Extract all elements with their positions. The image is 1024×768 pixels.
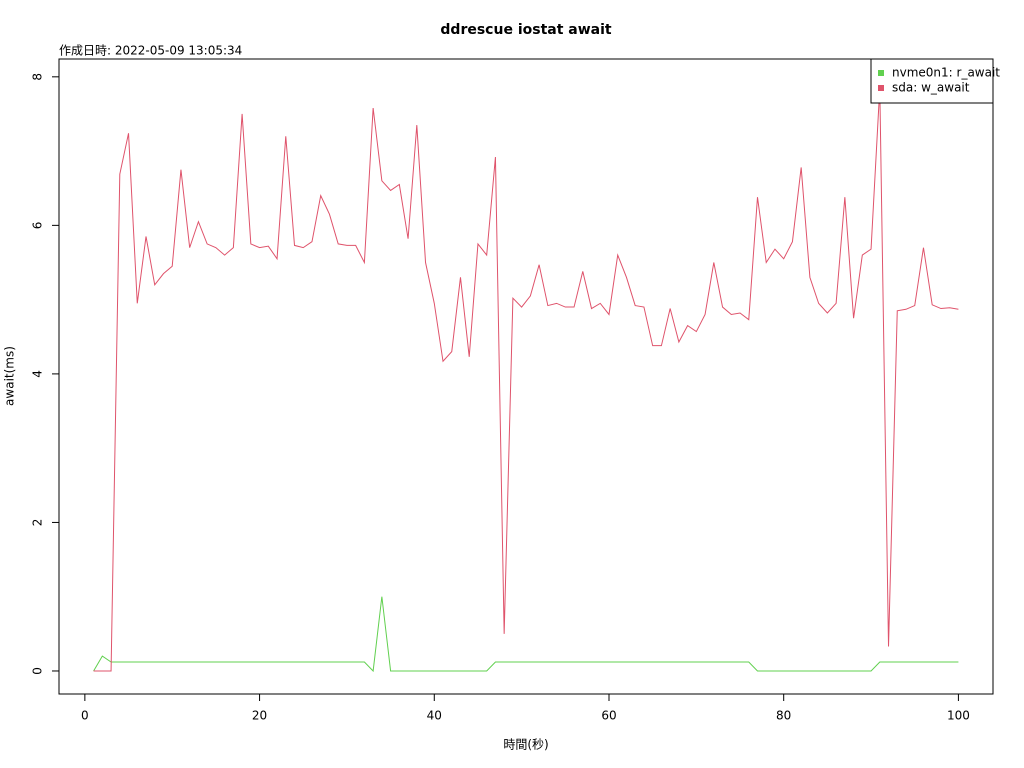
legend-label: sda: w_await — [892, 81, 970, 95]
x-tick-label: 40 — [427, 709, 442, 723]
y-tick-label: 4 — [31, 370, 45, 378]
legend-label: nvme0n1: r_await — [892, 66, 1000, 80]
x-tick-label: 100 — [947, 709, 970, 723]
x-axis-label: 時間(秒) — [503, 738, 548, 752]
chart-subtitle: 作成日時: 2022-05-09 13:05:34 — [59, 44, 242, 58]
legend-swatch — [878, 85, 884, 91]
legend-swatch — [878, 70, 884, 76]
y-tick-label: 0 — [31, 667, 45, 675]
x-tick-label: 80 — [776, 709, 791, 723]
y-axis-label: await(ms) — [3, 346, 17, 406]
legend-box — [870, 58, 994, 104]
y-tick-label: 6 — [31, 222, 45, 230]
plot-frame — [58, 58, 994, 695]
x-tick-label: 60 — [601, 709, 616, 723]
x-tick-label: 0 — [81, 709, 89, 723]
x-tick-label: 20 — [252, 709, 267, 723]
series-line — [93, 87, 959, 672]
series-line — [93, 596, 959, 673]
chart-title: ddrescue iostat await — [440, 22, 611, 38]
y-tick-label: 8 — [31, 73, 45, 81]
y-tick-label: 2 — [31, 519, 45, 527]
